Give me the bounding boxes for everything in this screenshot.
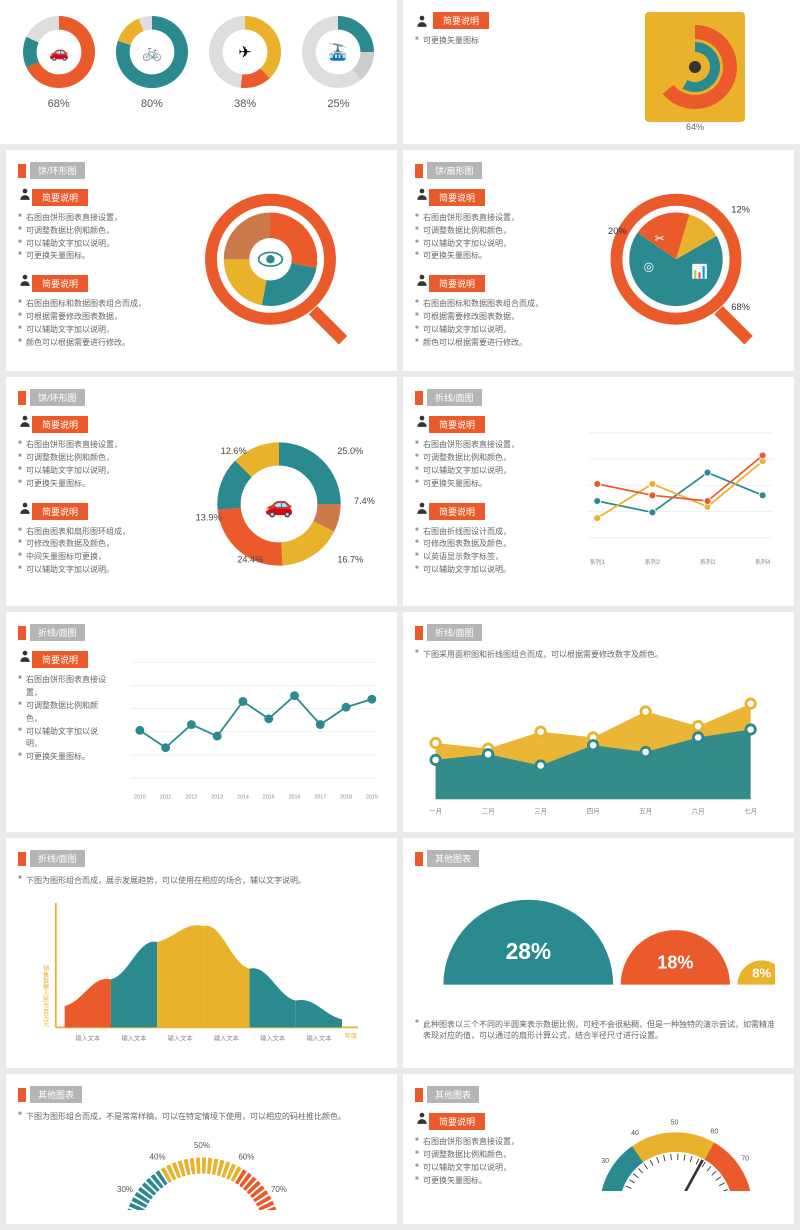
card-gauge-2: 其他图表 简要说明右图由饼形图表直接设置，可调整数据比例和颜色，可以辅助文字加以… xyxy=(403,1074,794,1224)
svg-text:2018: 2018 xyxy=(340,795,352,801)
svg-text:70: 70 xyxy=(741,1155,749,1163)
accent xyxy=(18,164,26,178)
svg-text:🚗: 🚗 xyxy=(264,492,293,519)
svg-text:🚲: 🚲 xyxy=(142,45,162,62)
card-title: 饼/环形图 xyxy=(30,389,85,406)
card-title: 其他图表 xyxy=(427,1086,479,1103)
card-bell: 折线/面图 下图为图形组合而成，展示发展趋势，可以使用在相应的场合，辅以文字说明… xyxy=(6,838,397,1068)
card-title: 饼/环形图 xyxy=(30,162,85,179)
card-title: 折线/面图 xyxy=(30,624,85,641)
svg-text:销售数据人民币百万元: 销售数据人民币百万元 xyxy=(42,965,49,1029)
svg-text:2016: 2016 xyxy=(289,795,301,801)
svg-text:2011: 2011 xyxy=(160,795,171,801)
svg-text:一月: 一月 xyxy=(429,808,442,816)
person-icon xyxy=(415,14,429,30)
svg-text:输入文本: 输入文本 xyxy=(122,1035,147,1043)
svg-text:60: 60 xyxy=(710,1128,718,1136)
card-area: 折线/面图 下图采用面积图和折线图组合而成，可以根据需要修改数字及颜色。 一月 二… xyxy=(403,612,794,832)
svg-text:2019: 2019 xyxy=(366,795,378,801)
svg-text:◎: ◎ xyxy=(643,259,653,273)
svg-text:输入文本: 输入文本 xyxy=(306,1035,331,1043)
svg-text:二月: 二月 xyxy=(482,808,495,816)
card-dotline: 折线/面图 简要说明右图由饼形图表直接设置，可调整数据比例和颜色，可以辅助文字加… xyxy=(6,612,397,832)
card-multiline: 折线/面图 简要说明右图由饼形图表直接设置，可调整数据比例和颜色，可以辅助文字加… xyxy=(403,377,794,606)
svg-text:系列2: 系列2 xyxy=(644,558,660,566)
bullet: 可更换矢量图标 xyxy=(415,35,602,48)
svg-text:18%: 18% xyxy=(657,953,693,973)
card-title: 其他图表 xyxy=(30,1086,82,1103)
badge: 简要说明 xyxy=(433,12,489,29)
card-title: 饼/扇形图 xyxy=(427,162,482,179)
svg-text:40%: 40% xyxy=(149,1153,165,1162)
svg-text:68%: 68% xyxy=(731,302,750,312)
svg-text:🚠: 🚠 xyxy=(328,43,348,62)
svg-text:五月: 五月 xyxy=(639,808,652,816)
svg-text:输入文本: 输入文本 xyxy=(168,1035,193,1043)
svg-text:年度: 年度 xyxy=(345,1032,357,1040)
svg-text:三月: 三月 xyxy=(534,808,547,816)
svg-text:60%: 60% xyxy=(238,1153,254,1162)
subtitle: 下图为图形组合而成，不是常常样稿，可以在特定情境下使用，可以相应的码柱推比颜色。 xyxy=(18,1111,385,1122)
svg-text:12.6%: 12.6% xyxy=(220,446,246,456)
svg-text:30: 30 xyxy=(601,1157,609,1165)
svg-text:系列4: 系列4 xyxy=(754,558,770,566)
svg-text:16.7%: 16.7% xyxy=(337,555,363,565)
card-magnify-pie: 饼/环形图 简要说明右图由饼形图表直接设置，可调整数据比例和颜色，可以辅助文字加… xyxy=(6,150,397,371)
svg-text:2010: 2010 xyxy=(134,795,146,801)
svg-text:30%: 30% xyxy=(117,1186,133,1195)
svg-text:50: 50 xyxy=(670,1119,678,1127)
svg-text:2014: 2014 xyxy=(237,795,249,801)
card-square-donut: 简要说明 可更换矢量图标 64% xyxy=(403,0,800,144)
svg-text:24.4%: 24.4% xyxy=(237,555,263,565)
svg-text:系列3: 系列3 xyxy=(699,558,715,566)
subtitle: 此种图表以三个不同的半圆来表示数据比例，可经不会很粘稠，但是一种独特的演示尝试，… xyxy=(415,1019,782,1041)
svg-text:50%: 50% xyxy=(193,1141,209,1150)
svg-text:六月: 六月 xyxy=(692,807,705,816)
svg-text:📊: 📊 xyxy=(691,263,708,279)
subtitle: 下图采用面积图和折线图组合而成，可以根据需要修改数字及颜色。 xyxy=(415,649,782,660)
svg-text:输入文本: 输入文本 xyxy=(214,1035,239,1043)
svg-text:2015: 2015 xyxy=(263,795,275,801)
card-magnify-pie-2: 饼/扇形图 简要说明右图由饼形图表直接设置，可调整数据比例和颜色，可以辅助文字加… xyxy=(403,150,794,371)
svg-text:2013: 2013 xyxy=(211,795,223,801)
svg-text:12%: 12% xyxy=(731,205,750,215)
svg-text:系列1: 系列1 xyxy=(589,558,605,566)
svg-text:13.9%: 13.9% xyxy=(195,513,221,523)
svg-text:四月: 四月 xyxy=(587,808,600,816)
svg-text:40: 40 xyxy=(631,1129,639,1137)
card-title: 折线/面图 xyxy=(427,624,482,641)
top-row: 🚗68%🚲80%✈38%🚠25% 简要说明 可更换矢量图标 64% xyxy=(0,0,800,144)
svg-text:2012: 2012 xyxy=(186,795,198,801)
svg-text:8%: 8% xyxy=(752,966,771,981)
svg-text:输入文本: 输入文本 xyxy=(260,1035,285,1043)
card-gauge-1: 其他图表 下图为图形组合而成，不是常常样稿，可以在特定情境下使用，可以相应的码柱… xyxy=(6,1074,397,1224)
card-title: 折线/面图 xyxy=(427,389,482,406)
svg-text:70%: 70% xyxy=(270,1186,286,1195)
svg-text:25.0%: 25.0% xyxy=(337,446,363,456)
svg-text:✂: ✂ xyxy=(654,231,664,245)
svg-text:2017: 2017 xyxy=(314,795,326,801)
svg-text:20%: 20% xyxy=(608,226,627,236)
svg-text:64%: 64% xyxy=(686,122,704,132)
card-semicircles: 其他图表 28% 18% 8% 此种图表以三个不同的半圆来表示数据比例，可经不会很粘… xyxy=(403,838,794,1068)
card-title: 其他图表 xyxy=(427,850,479,867)
svg-text:28%: 28% xyxy=(506,939,551,965)
card-car-donut: 饼/环形图 简要说明右图由饼形图表直接设置，可调整数据比例和颜色，可以辅助文字加… xyxy=(6,377,397,606)
svg-text:🚗: 🚗 xyxy=(49,45,69,62)
subtitle: 下图为图形组合而成，展示发展趋势，可以使用在相应的场合，辅以文字说明。 xyxy=(18,875,385,886)
svg-text:7.4%: 7.4% xyxy=(354,496,375,506)
card-4donuts: 🚗68%🚲80%✈38%🚠25% xyxy=(0,0,397,144)
svg-text:✈: ✈ xyxy=(238,45,251,62)
svg-text:七月: 七月 xyxy=(744,807,757,816)
card-title: 折线/面图 xyxy=(30,850,85,867)
svg-text:输入文本: 输入文本 xyxy=(75,1035,100,1043)
